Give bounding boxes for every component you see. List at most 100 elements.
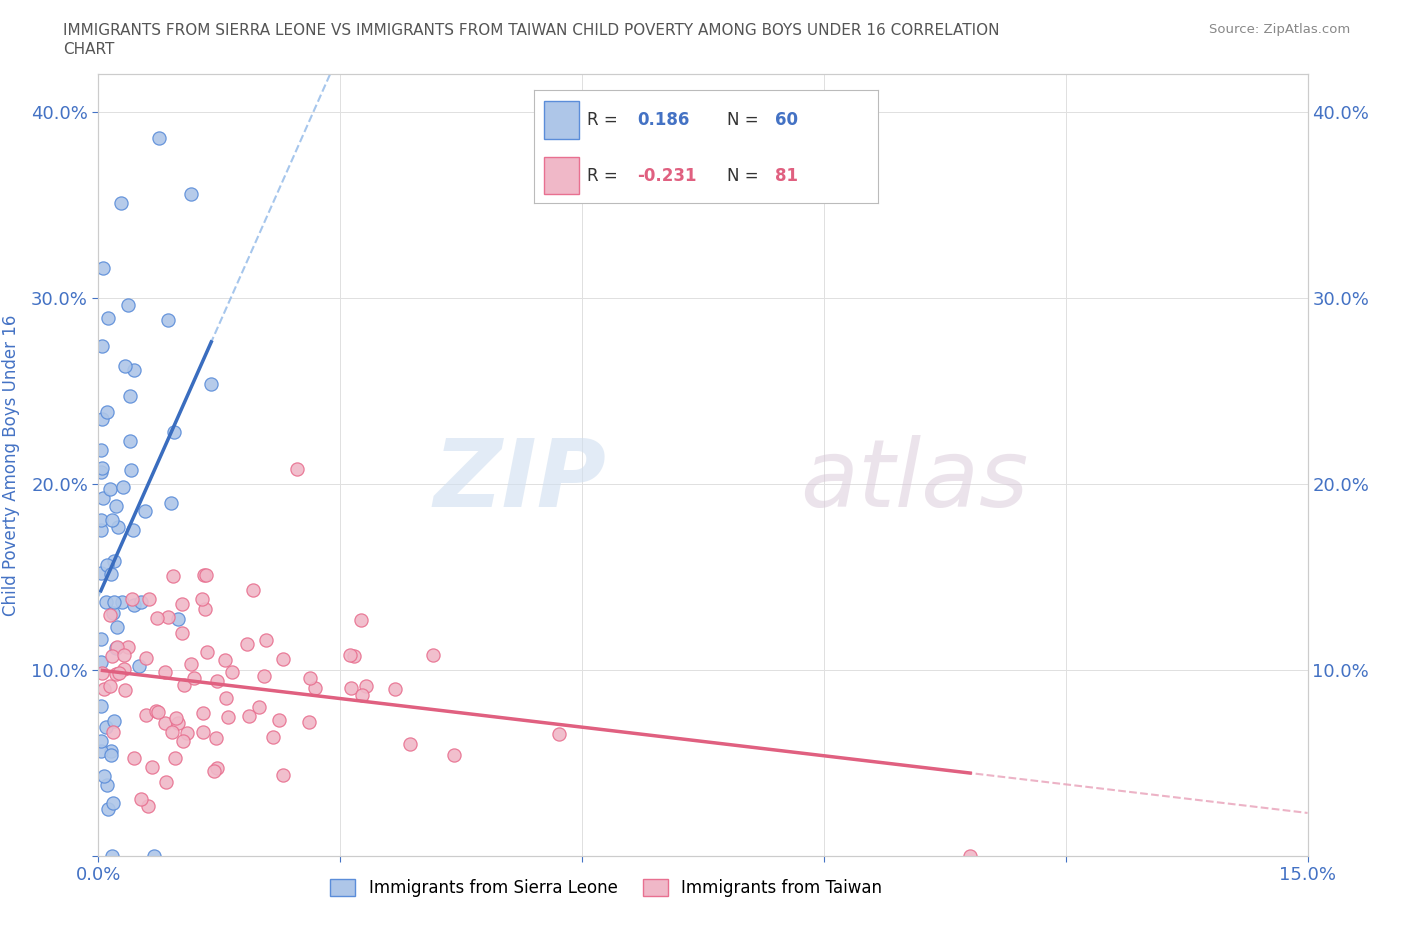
- Legend: Immigrants from Sierra Leone, Immigrants from Taiwan: Immigrants from Sierra Leone, Immigrants…: [323, 872, 889, 904]
- Point: [194, 602, 217, 617]
- Point: [96, 777, 118, 792]
- Point: [90, 512, 112, 527]
- Point: [247, 699, 270, 714]
- Point: [443, 748, 465, 763]
- Point: [166, 715, 188, 730]
- Point: [269, 712, 291, 727]
- Point: [285, 461, 308, 476]
- Point: [195, 644, 218, 659]
- Point: [236, 636, 259, 651]
- Point: [100, 848, 122, 863]
- Point: [90, 460, 112, 475]
- Point: [103, 713, 125, 728]
- Point: [253, 669, 276, 684]
- Point: [173, 678, 195, 693]
- Point: [343, 649, 366, 664]
- Point: [90, 631, 112, 646]
- Point: [143, 848, 166, 863]
- Point: [340, 681, 363, 696]
- Point: [165, 711, 187, 725]
- Point: [120, 433, 142, 448]
- Point: [98, 679, 121, 694]
- Point: [271, 768, 294, 783]
- Point: [117, 640, 139, 655]
- Point: [103, 724, 125, 739]
- Point: [180, 187, 202, 202]
- Point: [193, 706, 215, 721]
- Point: [100, 567, 122, 582]
- Point: [262, 729, 284, 744]
- Point: [108, 665, 131, 680]
- Point: [90, 523, 112, 538]
- Point: [146, 704, 169, 719]
- Point: [135, 708, 157, 723]
- Point: [170, 597, 193, 612]
- Point: [122, 362, 145, 377]
- Point: [90, 698, 112, 713]
- Point: [96, 720, 118, 735]
- Point: [134, 504, 156, 519]
- Point: [422, 648, 444, 663]
- Point: [105, 639, 128, 654]
- Point: [96, 557, 118, 572]
- Point: [155, 775, 177, 790]
- Point: [157, 312, 180, 327]
- Point: [98, 608, 121, 623]
- Point: [105, 641, 128, 656]
- Point: [959, 848, 981, 863]
- Point: [90, 443, 112, 458]
- Point: [339, 647, 361, 662]
- Y-axis label: Child Poverty Among Boys Under 16: Child Poverty Among Boys Under 16: [1, 314, 20, 616]
- Point: [120, 388, 142, 403]
- Point: [100, 512, 122, 527]
- Point: [97, 311, 120, 325]
- Point: [91, 490, 114, 505]
- Point: [122, 751, 145, 765]
- Point: [98, 482, 121, 497]
- Point: [238, 709, 260, 724]
- Point: [145, 703, 167, 718]
- Point: [153, 715, 176, 730]
- Point: [90, 565, 112, 580]
- Point: [100, 744, 122, 759]
- Point: [254, 632, 277, 647]
- Point: [93, 682, 115, 697]
- Point: [170, 626, 193, 641]
- Text: CHART: CHART: [63, 42, 115, 57]
- Point: [195, 568, 218, 583]
- Point: [153, 664, 176, 679]
- Point: [200, 377, 222, 392]
- Text: ZIP: ZIP: [433, 434, 606, 526]
- Point: [104, 666, 127, 681]
- Point: [205, 731, 228, 746]
- Point: [97, 802, 120, 817]
- Point: [356, 679, 378, 694]
- Point: [304, 681, 326, 696]
- Point: [191, 724, 214, 739]
- Point: [215, 690, 238, 705]
- Point: [122, 522, 145, 537]
- Point: [129, 594, 152, 609]
- Point: [138, 591, 160, 606]
- Point: [298, 714, 321, 729]
- Point: [271, 652, 294, 667]
- Point: [157, 609, 180, 624]
- Point: [180, 657, 202, 671]
- Point: [172, 734, 194, 749]
- Point: [93, 768, 115, 783]
- Point: [165, 751, 187, 765]
- Point: [207, 761, 229, 776]
- Point: [202, 764, 225, 778]
- Point: [135, 651, 157, 666]
- Point: [112, 661, 135, 676]
- Point: [160, 496, 183, 511]
- Point: [94, 594, 117, 609]
- Point: [298, 671, 321, 685]
- Point: [399, 737, 422, 751]
- Point: [117, 298, 139, 312]
- Point: [90, 465, 112, 480]
- Point: [136, 798, 159, 813]
- Point: [350, 613, 373, 628]
- Point: [107, 520, 129, 535]
- Point: [110, 195, 132, 210]
